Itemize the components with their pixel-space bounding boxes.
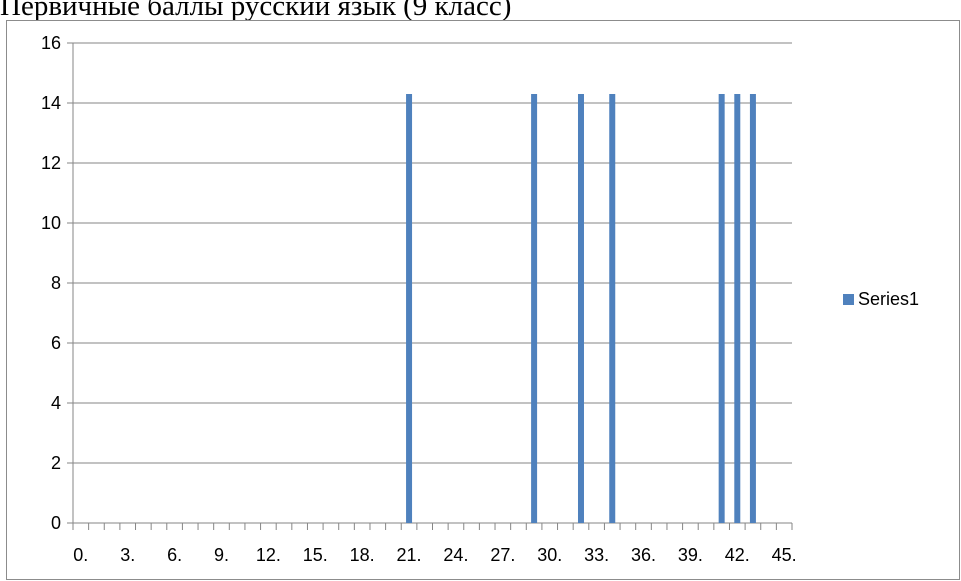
chart-svg: 0 2 4 6 8 10 12 14 16 0. 3. 6. 9. 12. 15. 18. 21. 24. 27. 3… — [41, 33, 919, 565]
bar — [749, 94, 756, 523]
y-tick-label: 16 — [41, 33, 61, 53]
x-tick-label: 45. — [772, 545, 797, 565]
x-tick-label: 33. — [584, 545, 609, 565]
y-tick-label: 8 — [51, 273, 61, 293]
x-tick-label: 9. — [214, 545, 229, 565]
bar — [531, 94, 538, 523]
x-tick-label: 27. — [490, 545, 515, 565]
document-title: Первичные баллы русский язык (9 класс) — [0, 0, 512, 22]
y-tick-label: 2 — [51, 453, 61, 473]
x-tick-label: 6. — [167, 545, 182, 565]
y-tick-label: 12 — [41, 153, 61, 173]
bar — [734, 94, 741, 523]
x-tick-label: 18. — [350, 545, 375, 565]
y-tick-label: 6 — [51, 333, 61, 353]
x-tick-label: 36. — [631, 545, 656, 565]
x-tick-label: 0. — [73, 545, 88, 565]
chart-area: 0 2 4 6 8 10 12 14 16 0. 3. 6. 9. 12. 15. 18. 21. 24. 27. 3… — [6, 20, 960, 580]
x-tick-label: 30. — [537, 545, 562, 565]
y-tick-label: 10 — [41, 213, 61, 233]
x-tick-label: 15. — [303, 545, 328, 565]
bar — [609, 94, 616, 523]
bar — [406, 94, 413, 523]
legend-swatch — [843, 294, 854, 305]
x-tick-label: 39. — [678, 545, 703, 565]
y-tick-label: 14 — [41, 93, 61, 113]
x-tick-label: 21. — [397, 545, 422, 565]
bar — [718, 94, 725, 523]
y-tick-label: 4 — [51, 393, 61, 413]
x-tick-label: 42. — [725, 545, 750, 565]
x-tick-label: 12. — [256, 545, 281, 565]
x-tick-label: 24. — [443, 545, 468, 565]
x-tick-label: 3. — [120, 545, 135, 565]
y-tick-label: 0 — [51, 513, 61, 533]
legend-label: Series1 — [858, 289, 919, 309]
bar — [577, 94, 584, 523]
